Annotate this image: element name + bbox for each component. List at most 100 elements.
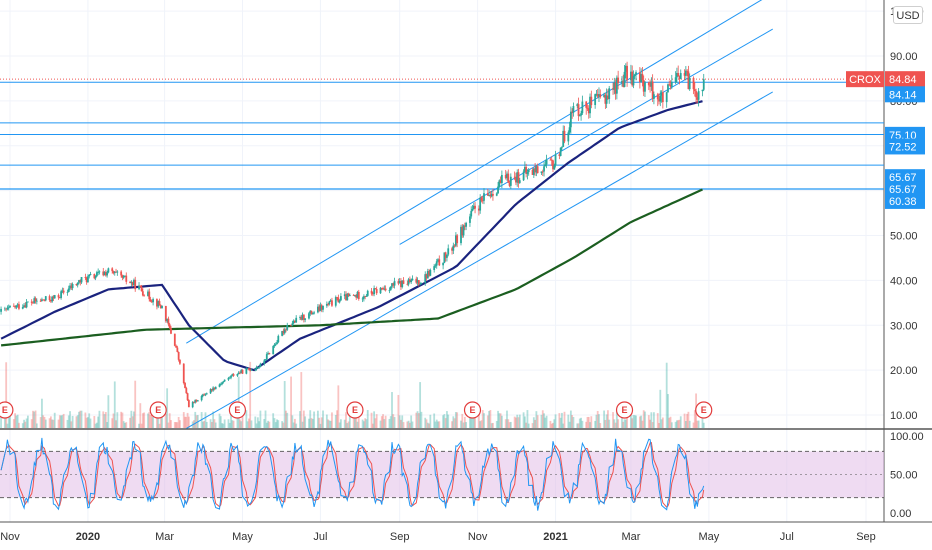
channel-line[interactable] (399, 28, 773, 245)
volume-bar (631, 418, 634, 428)
volume-bar (401, 415, 404, 428)
candle-body (115, 271, 117, 273)
candle-body (166, 318, 169, 322)
candle-body (509, 176, 512, 186)
volume-bar (612, 412, 614, 428)
candle-body (366, 290, 369, 296)
trend-channel[interactable] (0, 0, 884, 429)
candle-body (294, 320, 296, 323)
volume-bar (53, 412, 56, 428)
volume-bar (186, 412, 189, 428)
earnings-marker[interactable]: E (463, 401, 482, 419)
currency-label[interactable]: USD (893, 6, 923, 24)
candle-body (236, 374, 239, 376)
candle-body (320, 305, 323, 310)
candle-body (71, 283, 74, 289)
earnings-marker[interactable]: E (615, 401, 634, 419)
candle-body (263, 360, 266, 364)
candle-body (308, 313, 310, 319)
volume-bar (595, 414, 598, 428)
candle-body (382, 288, 384, 290)
candle-body (232, 374, 235, 376)
earnings-marker[interactable]: E (228, 401, 247, 419)
candle-body (523, 166, 526, 172)
volume-bar (508, 422, 511, 428)
candle-body (522, 171, 525, 181)
candle-body (161, 305, 163, 308)
earnings-circle[interactable] (346, 401, 364, 419)
volume-bar (391, 392, 393, 428)
earnings-marker[interactable]: E (0, 401, 14, 419)
candle-body (140, 286, 143, 292)
candle-body (254, 368, 257, 370)
candle-body (222, 381, 225, 383)
volume-bar (79, 410, 82, 428)
earnings-circle[interactable] (228, 401, 247, 419)
candle-body (626, 65, 628, 81)
earnings-circle[interactable] (463, 401, 482, 419)
candle-body (43, 300, 46, 302)
candle-body (175, 345, 177, 348)
channel-line[interactable] (186, 0, 772, 344)
volume-bar (553, 419, 556, 428)
volume-bar (158, 423, 161, 428)
candle-body (5, 308, 8, 310)
candle-body (693, 89, 696, 92)
volume-bar (392, 414, 395, 428)
candle-body (697, 91, 700, 100)
candle-body (106, 272, 108, 276)
volume-bar (389, 416, 392, 428)
candle-body (488, 195, 491, 196)
earnings-marker[interactable]: E (346, 401, 364, 419)
volume-bar (60, 415, 63, 428)
volume-bar (58, 415, 61, 428)
volume-bar (26, 415, 29, 428)
volume-bar (164, 413, 167, 428)
volume-bar (383, 419, 386, 428)
volume-bar (571, 415, 574, 428)
candle-body (76, 282, 79, 286)
level-tag-bg (885, 192, 925, 209)
volume-bar (281, 421, 284, 428)
volume-bar (157, 412, 160, 428)
volume-bar (678, 419, 681, 428)
candle-body (692, 77, 695, 90)
candle-body (212, 387, 215, 391)
candle-body (79, 280, 82, 283)
channel-line[interactable] (186, 91, 773, 429)
volume-bar (139, 403, 142, 428)
volume-bar (93, 416, 96, 428)
earnings-circle[interactable] (149, 401, 167, 419)
candle-body (684, 70, 687, 76)
candle-body (24, 305, 27, 308)
candle-body (595, 94, 598, 95)
volume-bar (80, 410, 83, 428)
volume-bar (294, 418, 296, 428)
volume-bar (231, 420, 234, 428)
volume-bar (94, 423, 97, 428)
earnings-circle[interactable] (615, 401, 634, 419)
candle-body (508, 182, 511, 186)
earnings-circle[interactable] (695, 401, 713, 419)
candle-body (80, 277, 83, 283)
volume-bar (122, 421, 125, 428)
earnings-marker[interactable]: E (695, 401, 713, 419)
horizontal-levels[interactable] (0, 81, 884, 190)
earnings-marker[interactable]: E (149, 401, 167, 419)
volume-bar (667, 394, 669, 428)
candle-body (644, 82, 646, 92)
candle-body (615, 77, 618, 94)
earnings-circle[interactable] (0, 401, 14, 419)
candle-body (608, 88, 611, 100)
volume-bar (398, 415, 401, 428)
candle-body (209, 389, 212, 394)
volume-bar (594, 420, 597, 428)
earnings-label: E (2, 405, 8, 415)
volume-bar (534, 419, 536, 428)
time-tick-label: Mar (155, 531, 174, 543)
volume-bar (16, 414, 19, 428)
volume-bar (112, 413, 115, 428)
volume-bar (62, 413, 65, 428)
